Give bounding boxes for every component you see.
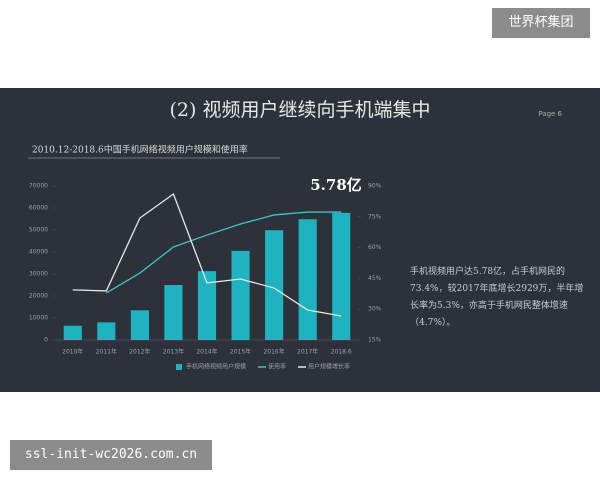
- x-tick-label: 2016年: [263, 348, 284, 356]
- bar: [231, 250, 250, 340]
- legend-label: 手机网络视频用户规模: [186, 363, 246, 371]
- x-tick-label: 2015年: [230, 348, 251, 356]
- line: [72, 192, 342, 317]
- bar: [97, 322, 116, 340]
- y-tick-label: 10000: [29, 315, 48, 322]
- y-tick-label: 0: [44, 337, 48, 344]
- page-number: Page 6: [538, 110, 562, 118]
- slide-title: (2) 视频用户继续向手机端集中: [170, 99, 431, 121]
- bar: [298, 219, 317, 340]
- x-tick-label: 2012年: [129, 348, 150, 356]
- y-tick-label: 70000: [29, 183, 48, 190]
- footer: ssl-init-wc2026.com.cn: [10, 440, 212, 470]
- x-tick-label: 2017年: [297, 348, 318, 356]
- bar: [265, 230, 284, 340]
- x-tick-label: 2011年: [96, 348, 117, 356]
- y2-tick-label: 60%: [368, 244, 382, 251]
- chart-title: 2010.12-2018.6中国手机网络视频用户规模和使用率: [32, 144, 248, 156]
- legend-label: 使用率: [268, 363, 286, 371]
- x-tick-label: 2018.6: [331, 349, 352, 356]
- y2-tick-label: 15%: [368, 337, 382, 344]
- y2-tick-label: 90%: [368, 183, 382, 190]
- y-tick-label: 60000: [29, 205, 48, 212]
- bar: [164, 285, 183, 340]
- x-tick-label: 2014年: [196, 348, 217, 356]
- y-tick-label: 40000: [29, 249, 48, 256]
- bar: [130, 310, 149, 340]
- annotation: 5.78亿: [310, 176, 362, 194]
- y-tick-label: 50000: [29, 227, 48, 234]
- y2-tick-label: 75%: [368, 213, 382, 220]
- legend-swatch: [176, 364, 182, 370]
- x-tick-label: 2010年: [62, 348, 83, 356]
- y2-tick-label: 30%: [368, 306, 382, 313]
- y-tick-label: 30000: [29, 271, 48, 278]
- bar: [63, 325, 82, 340]
- x-tick-label: 2013年: [163, 348, 184, 356]
- line: [106, 211, 342, 294]
- bar: [332, 212, 351, 340]
- bar: [197, 271, 217, 340]
- watermark: 世界杯集团: [492, 8, 590, 38]
- legend-label: 用户规模增长率: [308, 363, 350, 371]
- y-tick-label: 20000: [29, 293, 48, 300]
- note: 手机视频用户达5.78亿，占手机网民的73.4%，较2017年底增长2929万，…: [410, 267, 584, 328]
- y2-tick-label: 45%: [368, 275, 382, 282]
